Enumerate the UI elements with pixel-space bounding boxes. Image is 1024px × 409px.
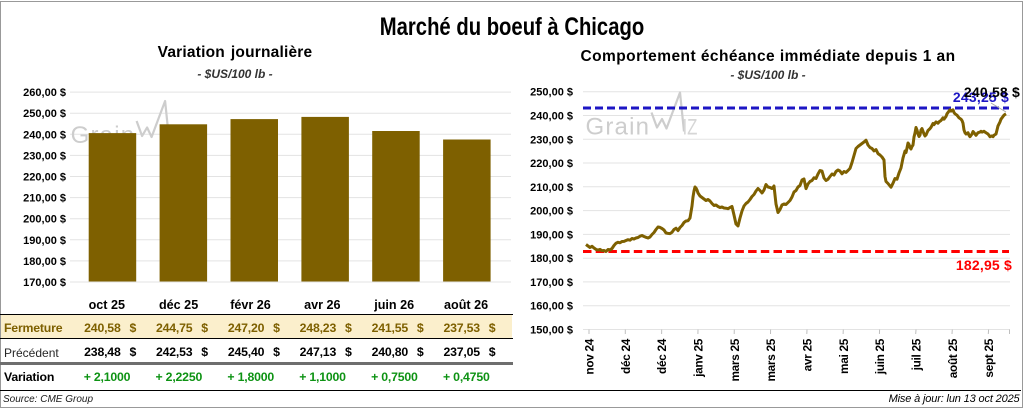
svg-text:180,00 $: 180,00 $ — [530, 253, 573, 265]
svg-text:Grain: Grain — [586, 114, 651, 141]
svg-text:mars 25: mars 25 — [764, 338, 778, 381]
svg-text:220,00 $: 220,00 $ — [530, 158, 573, 170]
svg-text:150,00 $: 150,00 $ — [530, 325, 573, 337]
svg-text:230,00 $: 230,00 $ — [23, 150, 66, 162]
svg-text:170,00 $: 170,00 $ — [23, 277, 66, 289]
svg-text:230,00 $: 230,00 $ — [530, 134, 573, 146]
svg-text:déc 24: déc 24 — [619, 338, 633, 374]
svg-text:200,00 $: 200,00 $ — [530, 206, 573, 218]
svg-text:mars 25: mars 25 — [728, 338, 742, 381]
svg-text:210,00 $: 210,00 $ — [530, 182, 573, 194]
svg-text:220,00 $: 220,00 $ — [23, 172, 66, 184]
svg-text:170,00 $: 170,00 $ — [530, 277, 573, 289]
svg-text:200,00 $: 200,00 $ — [23, 214, 66, 226]
svg-text:déc 24: déc 24 — [655, 338, 669, 374]
svg-text:août 25: août 25 — [946, 338, 960, 378]
svg-text:mai 25: mai 25 — [837, 338, 851, 374]
svg-text:210,00 $: 210,00 $ — [23, 193, 66, 205]
svg-text:sept 25: sept 25 — [982, 338, 996, 377]
svg-text:260,00 $: 260,00 $ — [23, 87, 66, 99]
svg-text:180,00 $: 180,00 $ — [23, 256, 66, 268]
svg-text:IZ: IZ — [683, 115, 698, 140]
svg-text:190,00 $: 190,00 $ — [23, 235, 66, 247]
svg-text:240,58 $: 240,58 $ — [964, 84, 1020, 100]
svg-text:190,00 $: 190,00 $ — [530, 229, 573, 241]
svg-text:160,00 $: 160,00 $ — [530, 301, 573, 313]
svg-text:janv 25: janv 25 — [692, 338, 706, 378]
svg-text:240,00 $: 240,00 $ — [530, 111, 573, 123]
svg-text:nov 24: nov 24 — [583, 338, 597, 374]
svg-text:243,25 $: 243,25 $ — [953, 89, 1009, 105]
svg-text:juil 25: juil 25 — [910, 338, 924, 371]
svg-text:juin 25: juin 25 — [873, 338, 887, 375]
svg-text:250,00 $: 250,00 $ — [530, 87, 573, 99]
svg-text:250,00 $: 250,00 $ — [23, 108, 66, 120]
svg-text:avr 25: avr 25 — [801, 338, 815, 371]
svg-text:182,95 $: 182,95 $ — [956, 257, 1012, 273]
svg-text:240,00 $: 240,00 $ — [23, 129, 66, 141]
